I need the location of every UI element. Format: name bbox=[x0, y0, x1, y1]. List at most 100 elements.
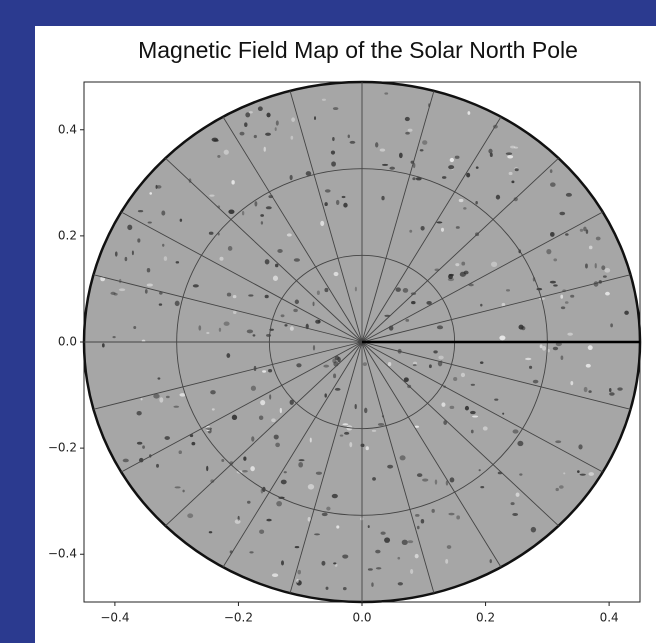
speckle bbox=[375, 550, 380, 554]
speckle bbox=[515, 168, 519, 171]
speckle bbox=[240, 132, 245, 136]
speckle bbox=[519, 473, 522, 475]
speckle bbox=[291, 136, 294, 140]
speckle bbox=[556, 488, 559, 491]
speckle bbox=[313, 345, 315, 350]
speckle bbox=[331, 161, 336, 166]
speckle bbox=[293, 309, 298, 312]
speckle bbox=[244, 122, 247, 127]
speckle bbox=[605, 292, 610, 296]
speckle bbox=[214, 139, 219, 142]
speckle bbox=[102, 343, 105, 347]
speckle bbox=[182, 490, 184, 493]
speckle bbox=[284, 324, 287, 326]
speckle bbox=[565, 233, 569, 236]
speckle bbox=[433, 350, 437, 353]
speckle bbox=[326, 507, 330, 511]
speckle bbox=[550, 281, 556, 284]
speckle bbox=[415, 514, 420, 517]
speckle bbox=[441, 228, 444, 232]
speckle bbox=[291, 117, 295, 122]
speckle bbox=[264, 147, 266, 152]
speckle bbox=[350, 141, 356, 144]
speckle bbox=[378, 423, 384, 426]
speckle bbox=[336, 200, 339, 205]
speckle bbox=[399, 153, 403, 159]
speckle bbox=[513, 429, 519, 433]
speckle bbox=[314, 533, 320, 535]
speckle bbox=[400, 455, 406, 460]
speckle bbox=[187, 513, 193, 518]
speckle bbox=[310, 438, 312, 443]
speckle bbox=[145, 289, 148, 294]
speckle bbox=[180, 219, 182, 222]
speckle bbox=[127, 225, 132, 230]
speckle bbox=[384, 92, 388, 94]
speckle bbox=[456, 515, 460, 519]
speckle bbox=[193, 284, 199, 287]
speckle bbox=[380, 148, 385, 151]
speckle bbox=[431, 509, 434, 513]
speckle bbox=[448, 278, 454, 281]
speckle bbox=[325, 189, 331, 192]
speckle bbox=[507, 155, 513, 158]
speckle bbox=[161, 211, 165, 216]
speckle bbox=[320, 221, 324, 226]
speckle bbox=[450, 158, 454, 162]
speckle bbox=[372, 477, 376, 481]
speckle bbox=[459, 199, 464, 202]
speckle bbox=[233, 311, 237, 314]
speckle bbox=[465, 406, 469, 411]
speckle bbox=[546, 249, 551, 254]
speckle bbox=[494, 399, 498, 401]
speckle bbox=[586, 364, 591, 368]
speckle bbox=[173, 406, 179, 408]
speckle bbox=[342, 423, 348, 425]
speckle bbox=[603, 275, 607, 277]
slide: Magnetic Field Map of the Solar North Po… bbox=[0, 0, 656, 643]
speckle bbox=[294, 258, 300, 261]
speckle bbox=[308, 484, 314, 490]
speckle bbox=[588, 390, 591, 393]
speckle bbox=[585, 263, 588, 268]
speckle bbox=[536, 288, 542, 291]
speckle bbox=[422, 478, 428, 481]
speckle bbox=[159, 303, 162, 305]
speckle bbox=[548, 349, 550, 353]
speckle bbox=[290, 326, 294, 331]
speckle bbox=[157, 377, 160, 379]
speckle bbox=[343, 203, 347, 208]
speckle bbox=[561, 356, 564, 360]
x-tick-label: −0.4 bbox=[100, 611, 129, 625]
speckle bbox=[455, 156, 460, 159]
speckle bbox=[323, 365, 329, 368]
speckle bbox=[156, 464, 159, 468]
speckle bbox=[559, 212, 565, 215]
speckle bbox=[381, 196, 384, 200]
speckle bbox=[595, 263, 597, 268]
speckle bbox=[483, 426, 488, 430]
speckle bbox=[570, 381, 573, 385]
speckle bbox=[553, 284, 558, 286]
speckle bbox=[342, 196, 346, 198]
speckle bbox=[450, 477, 455, 482]
speckle bbox=[266, 113, 270, 118]
speckle bbox=[251, 436, 254, 441]
speckle bbox=[322, 99, 326, 101]
speckle bbox=[119, 288, 125, 291]
speckle bbox=[448, 165, 454, 169]
speckle bbox=[496, 195, 500, 200]
speckle bbox=[221, 459, 224, 462]
speckle bbox=[405, 319, 409, 322]
speckle bbox=[254, 135, 257, 138]
speckle bbox=[563, 472, 565, 474]
speckle bbox=[396, 287, 401, 292]
speckle bbox=[156, 185, 161, 189]
speckle bbox=[502, 413, 504, 415]
speckle bbox=[447, 545, 452, 549]
speckle bbox=[420, 149, 424, 151]
speckle bbox=[506, 152, 512, 155]
speckle bbox=[209, 195, 214, 197]
speckle bbox=[212, 408, 215, 410]
speckle bbox=[149, 192, 152, 195]
